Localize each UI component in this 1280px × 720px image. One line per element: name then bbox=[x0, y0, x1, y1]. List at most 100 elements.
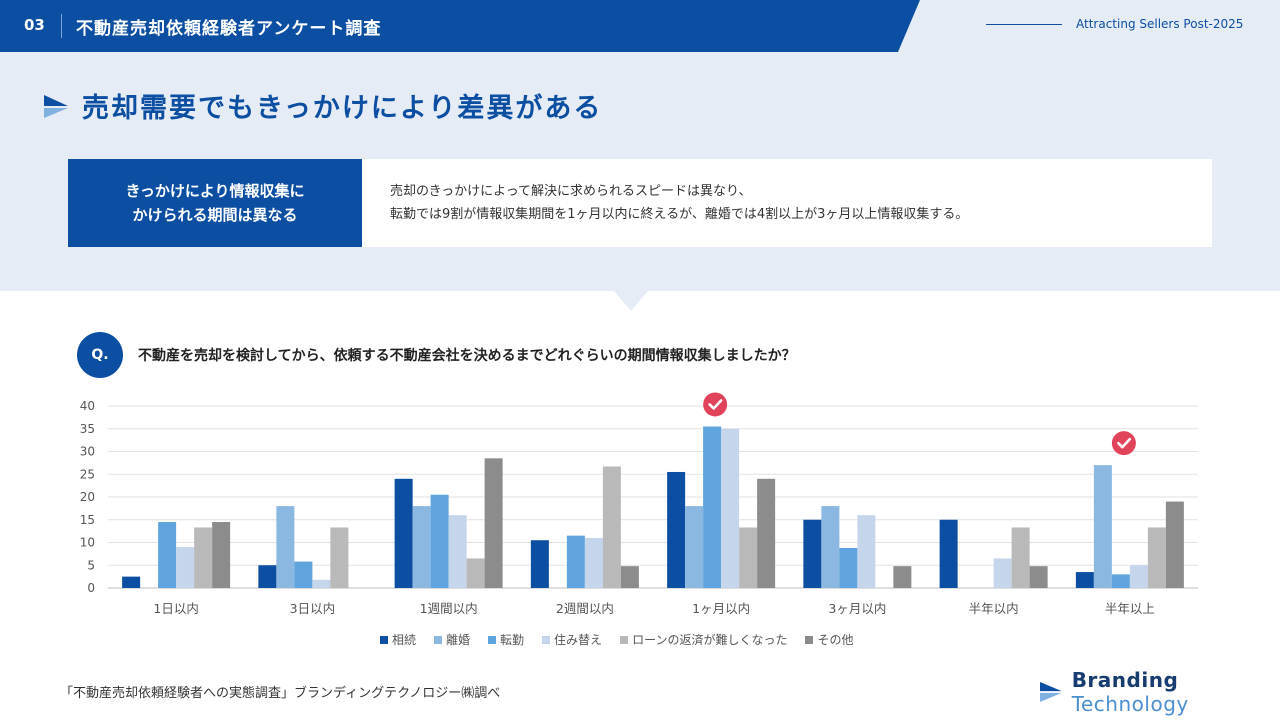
check-mark bbox=[708, 399, 723, 410]
summary-description: 売却のきっかけによって解決に求められるスピードは異なり、 転勤では9割が情報収集… bbox=[362, 159, 1212, 247]
chart-legend: 相続 離婚 転勤 住み替え ローンの返済が難しくなった その他 bbox=[380, 631, 871, 648]
check-mark bbox=[1117, 437, 1132, 449]
legend-swatch bbox=[488, 635, 497, 644]
bar bbox=[1093, 465, 1112, 588]
legend-swatch bbox=[805, 635, 814, 644]
legend-label: 住み替え bbox=[554, 633, 603, 647]
header-title: 不動産売却依頼経験者アンケート調査 bbox=[76, 19, 382, 39]
bar bbox=[122, 576, 141, 588]
bar bbox=[939, 519, 958, 588]
summary-headline: きっかけにより情報収集に かけられる期間は異なる bbox=[68, 159, 362, 247]
legend-swatch bbox=[542, 635, 551, 644]
x-tick-label: 半年以上 bbox=[1105, 601, 1155, 616]
bar bbox=[258, 565, 277, 588]
header-separator bbox=[61, 14, 62, 38]
check-circle-icon bbox=[1111, 431, 1136, 456]
legend-item: ローンの返済が難しくなった bbox=[620, 631, 787, 648]
legend-label: その他 bbox=[817, 633, 854, 647]
bar bbox=[1011, 527, 1030, 588]
bar bbox=[294, 561, 313, 588]
question-badge: Q. bbox=[77, 332, 123, 378]
x-tick-label: 1日以内 bbox=[153, 601, 198, 616]
legend-swatch bbox=[380, 635, 388, 644]
bar bbox=[394, 478, 413, 588]
bar bbox=[194, 527, 213, 588]
bar bbox=[685, 506, 704, 588]
y-tick-label: 30 bbox=[80, 445, 95, 459]
brand-word-1: Branding bbox=[1071, 668, 1179, 692]
legend-label: 転勤 bbox=[500, 633, 525, 647]
bar bbox=[821, 506, 840, 588]
header-band bbox=[0, 0, 920, 52]
bar bbox=[312, 579, 331, 588]
summary-description-line1: 売却のきっかけによって解決に求められるスピードは異なり、 bbox=[390, 184, 752, 199]
legend-swatch bbox=[434, 635, 443, 644]
bar bbox=[430, 494, 449, 588]
y-tick-label: 40 bbox=[80, 399, 95, 413]
brand-logo-icon bbox=[1040, 682, 1062, 702]
tagline-rule bbox=[986, 24, 1062, 25]
y-tick-label: 15 bbox=[80, 513, 95, 527]
bar bbox=[721, 428, 740, 588]
bar bbox=[667, 471, 686, 588]
bar bbox=[1147, 527, 1166, 588]
y-tick-label: 5 bbox=[87, 558, 95, 572]
bar bbox=[1111, 574, 1130, 588]
bar bbox=[330, 527, 349, 588]
bar bbox=[620, 566, 639, 588]
legend-item: 住み替え bbox=[542, 631, 602, 648]
legend-swatch bbox=[620, 635, 629, 644]
x-tick-label: 1週間以内 bbox=[420, 601, 478, 616]
check-circle-icon bbox=[703, 392, 728, 417]
bar bbox=[893, 566, 912, 588]
bar bbox=[857, 515, 876, 588]
bar bbox=[412, 506, 431, 588]
x-tick-label: 半年以内 bbox=[969, 601, 1019, 616]
y-tick-label: 25 bbox=[80, 467, 95, 481]
bar bbox=[1075, 572, 1094, 588]
y-tick-label: 0 bbox=[87, 581, 95, 595]
brand-word-2: Technology bbox=[1071, 692, 1189, 716]
x-tick-label: 2週間以内 bbox=[556, 601, 614, 616]
x-tick-label: 3日以内 bbox=[290, 601, 335, 616]
bar bbox=[448, 515, 467, 588]
bar bbox=[158, 522, 177, 588]
legend-label: 離婚 bbox=[446, 633, 471, 647]
x-tick-label: 3ヶ月以内 bbox=[828, 601, 886, 616]
bar bbox=[1165, 501, 1184, 588]
bar bbox=[703, 426, 722, 588]
bar bbox=[466, 558, 485, 588]
bar bbox=[566, 535, 585, 588]
bar bbox=[484, 458, 503, 588]
bar-chart: 0 5 10 15 20 25 30 35 40 1日以内 3日以内 1週間以内 2週間以内 1ヶ月以内 3… bbox=[80, 392, 1198, 616]
brand-name: Branding Technology bbox=[1072, 668, 1280, 716]
bar bbox=[803, 519, 822, 588]
section-number: 03 bbox=[24, 16, 45, 34]
arrow-flag-icon bbox=[44, 95, 68, 118]
bar bbox=[212, 522, 231, 588]
page-title: 売却需要でもきっかけにより差異がある bbox=[82, 93, 603, 124]
legend-label: ローンの返済が難しくなった bbox=[632, 633, 788, 647]
bar bbox=[839, 547, 858, 588]
y-tick-label: 10 bbox=[80, 536, 95, 550]
bar bbox=[739, 527, 758, 588]
legend-item: 相続 bbox=[380, 631, 416, 648]
bar bbox=[993, 558, 1012, 588]
summary-description-line2: 転勤では9割が情報収集期間を1ヶ月以内に終えるが、離婚では4割以上が3ヶ月以上情… bbox=[390, 207, 969, 222]
summary-headline-line1: きっかけにより情報収集に bbox=[125, 182, 305, 200]
bar bbox=[1129, 565, 1148, 588]
y-tick-label: 35 bbox=[80, 422, 95, 436]
x-tick-label: 1ヶ月以内 bbox=[692, 601, 750, 616]
bar bbox=[602, 466, 621, 588]
y-tick-label: 20 bbox=[80, 490, 95, 504]
pointer-triangle bbox=[614, 291, 648, 311]
legend-label: 相続 bbox=[392, 633, 417, 647]
legend-item: 転勤 bbox=[488, 631, 524, 648]
legend-item: 離婚 bbox=[434, 631, 470, 648]
bar bbox=[757, 478, 776, 588]
bar bbox=[584, 537, 603, 588]
question-text: 不動産を売却を検討してから、依頼する不動産会社を決めるまでどれぐらいの期間情報収… bbox=[138, 348, 796, 364]
bar bbox=[1029, 566, 1048, 588]
bar bbox=[176, 547, 195, 588]
legend-item: その他 bbox=[805, 631, 853, 648]
